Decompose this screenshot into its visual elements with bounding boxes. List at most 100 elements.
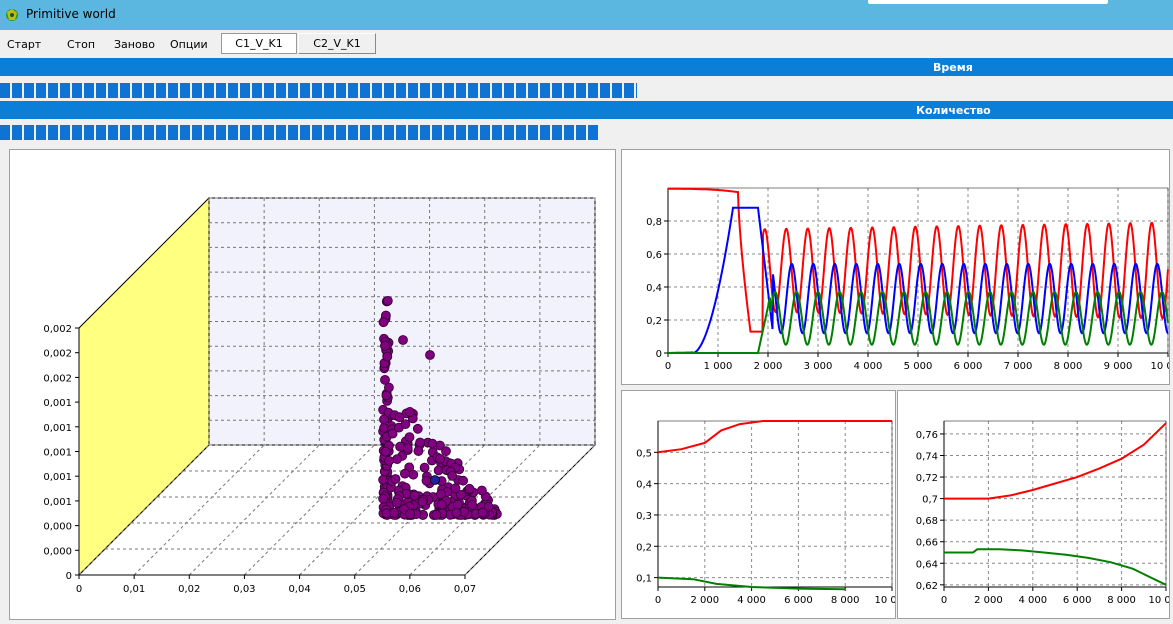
menu-bar: Старт Стоп Заново Опции (0, 30, 1173, 56)
scatter-point (467, 500, 478, 510)
series-line (657, 420, 892, 454)
y-tick-label: 0,000 (43, 522, 72, 533)
x-tick-label: 4 000 (854, 361, 883, 372)
menu-stop[interactable]: Стоп (67, 38, 96, 51)
x-tick-label: 10 000 (875, 595, 896, 606)
scatter-point (404, 432, 415, 443)
x-tick-label: 4 000 (1018, 595, 1047, 606)
y-tick-label: 0,1 (636, 574, 652, 585)
scatter-point (447, 470, 458, 481)
scatter-point (383, 382, 394, 393)
y-tick-label: 0,5 (636, 448, 652, 459)
scatter-point (378, 493, 389, 504)
grid-line (244, 444, 375, 576)
y-tick-label: 0 (66, 571, 72, 582)
x-tick-label: 8 000 (1054, 361, 1083, 372)
x-tick-label: 10 000 (1151, 361, 1170, 372)
grid-line (188, 444, 320, 576)
scatter-point (430, 475, 440, 485)
tab-c1-v-k1[interactable]: C1_V_K1 (221, 33, 297, 54)
y-tick-label: 0,002 (43, 349, 72, 360)
x-tick-label: 0,02 (178, 584, 200, 595)
x-tick-label: 8 000 (831, 595, 860, 606)
y-tick-label: 0,72 (916, 473, 938, 484)
y-tick-label: 0,62 (916, 581, 938, 592)
scatter-point (408, 469, 419, 480)
series-line (668, 290, 1169, 354)
scatter-point (483, 501, 494, 512)
menu-options[interactable]: Опции (170, 38, 208, 51)
grid-line (299, 444, 430, 576)
scatter-point (380, 446, 391, 457)
y-tick-label: 0,001 (43, 398, 72, 409)
trend-panel-2: 0 2 000 4 000 6 000 8 000 10 000 0,62 0,64 0,66 0… (897, 390, 1173, 619)
x-tick-label: 0 (941, 595, 947, 606)
menu-start[interactable]: Старт (7, 38, 42, 51)
y-tick-label: 0,64 (916, 559, 938, 570)
y-tick-label: 0,001 (43, 423, 72, 434)
count-progress-fill (0, 125, 600, 140)
series-line (944, 422, 1167, 500)
x-tick-label: 0,04 (288, 584, 310, 595)
y-tick-label: 0,000 (43, 546, 72, 557)
oscillation-chart: 0 1 000 2 000 3 000 4 000 5 000 6 000 7 000 8 00… (646, 187, 1173, 372)
time-label: Время (933, 61, 973, 74)
y-tick-label: 0,2 (636, 542, 652, 553)
count-progress (0, 125, 1173, 143)
scatter-point (379, 340, 390, 351)
scatter-point (380, 374, 390, 385)
y-tick-label: 0,66 (916, 538, 938, 549)
time-progress (0, 83, 1173, 101)
scatter-point (451, 507, 462, 518)
x-tick-label: 0 (665, 361, 671, 372)
scatter-3d-chart: 0 0,01 0,02 0,03 0,04 0,05 0,06 0,07 0 0,000 0,000… (43, 196, 597, 595)
y-tick-label: 0,002 (43, 373, 72, 384)
grid-line (78, 444, 210, 576)
count-label: Количество (916, 104, 991, 117)
x-tick-label: 8 000 (1107, 595, 1136, 606)
plot-frame (943, 420, 1167, 588)
x-tick-label: 4 000 (737, 595, 766, 606)
scatter-point (404, 406, 415, 417)
y-tick-label: 0,001 (43, 448, 72, 459)
app-icon (6, 9, 18, 21)
scatter-point (409, 490, 420, 501)
scatter-point (378, 317, 389, 328)
x-tick-label: 7 000 (1004, 361, 1033, 372)
scatter-point (464, 483, 475, 494)
scatter-point (389, 507, 400, 518)
title-search-field[interactable] (868, 0, 1108, 4)
scatter-point (419, 462, 430, 473)
scatter-point (477, 507, 488, 518)
x-tick-label: 0,06 (399, 584, 421, 595)
y-tick-label: 0,002 (43, 324, 72, 335)
window-title: Primitive world (26, 7, 116, 21)
scatter-point (425, 350, 435, 360)
y-tick-label: 0,76 (916, 430, 938, 441)
scatter-3d-panel: 0 0,01 0,02 0,03 0,04 0,05 0,06 0,07 0 0,000 0,000… (9, 149, 616, 620)
series-line (668, 206, 1169, 355)
scatter-point (412, 423, 423, 434)
scatter-point (391, 497, 402, 508)
x-tick-label: 2 000 (690, 595, 719, 606)
scatter-point (399, 468, 410, 479)
trend-panel-1: 0 2 000 4 000 6 000 8 000 10 000 0,1 0,2 0,3 0,4 0… (621, 390, 910, 619)
scatter-point (390, 474, 401, 484)
scatter-point (417, 496, 428, 507)
scatter-point (435, 453, 446, 464)
y-tick-label: 0,3 (636, 511, 652, 522)
scatter-point (382, 351, 393, 362)
tab-c2-v-k1[interactable]: C2_V_K1 (298, 33, 376, 54)
scatter-point (431, 510, 442, 520)
menu-restart[interactable]: Заново (114, 38, 155, 51)
y-tick-label: 0,001 (43, 472, 72, 483)
scatter-point (421, 475, 432, 486)
scatter-point (427, 438, 438, 449)
scatter-point (402, 443, 413, 454)
scatter-point (458, 475, 469, 486)
scatter-point (436, 489, 446, 500)
scatter-point (394, 412, 405, 423)
scatter-point (405, 509, 416, 519)
x-tick-label: 0 (76, 584, 82, 595)
y-tick-label: 0,6 (646, 250, 662, 261)
